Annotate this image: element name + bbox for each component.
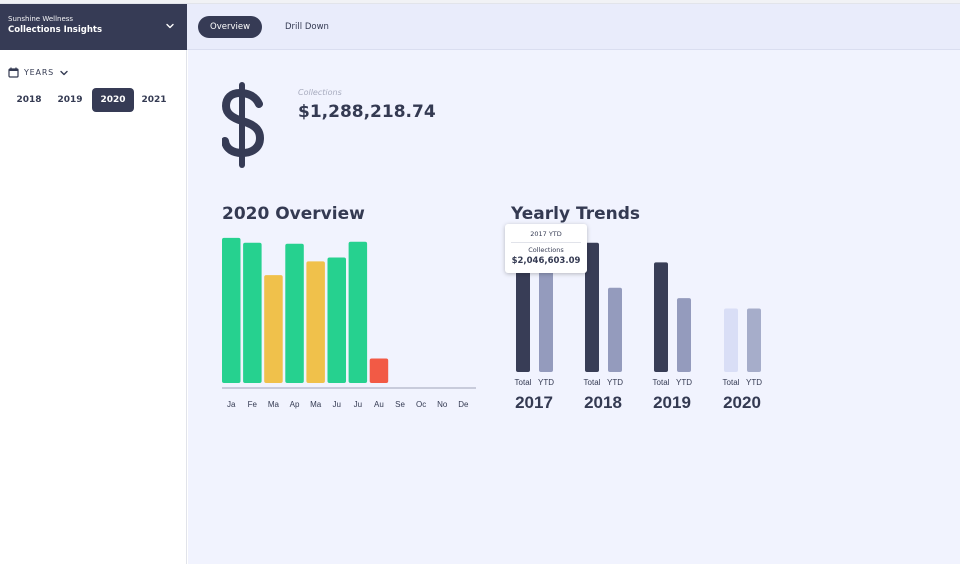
tooltip-title: 2017 YTD [530, 230, 562, 238]
years-filter-toggle[interactable]: YEARS [8, 67, 69, 78]
year-option-2021[interactable]: 2021 [141, 95, 167, 105]
ytd-bar-label: YTD [676, 378, 692, 387]
ytd-bar-label: YTD [746, 378, 762, 387]
org-app-switcher[interactable]: Sunshine Wellness Collections Insights [0, 4, 187, 50]
total-bar-label: Total [584, 378, 601, 387]
month-bar [306, 261, 325, 383]
years-filter-label: YEARS [24, 68, 55, 77]
charts-canvas: Ja Fe Ma Ap Ma Ju Ju Au Se Oc No De Total YTD 2017 Tota… [222, 235, 762, 412]
month-bar [369, 358, 389, 383]
ytd-bar-label: YTD [607, 378, 623, 387]
top-nav-bar: Overview Drill Down [187, 4, 960, 50]
ytd-bar [608, 287, 622, 372]
tooltip-divider [511, 242, 581, 243]
year-option-2018[interactable]: 2018 [16, 95, 42, 105]
chevron-down-icon [60, 70, 68, 75]
org-name: Sunshine Wellness [8, 15, 74, 23]
app-name: Collections Insights [8, 25, 103, 35]
year-tick-label: 2019 [653, 393, 691, 412]
month-tick-label: No [437, 400, 448, 409]
chevron-down-icon [166, 23, 174, 29]
month-tick-label: Ap [290, 400, 300, 409]
month-bar [348, 241, 368, 383]
month-tick-label: De [458, 400, 469, 409]
year-tick-label: 2017 [515, 393, 553, 412]
tooltip-label: Collections [528, 246, 564, 254]
month-tick-label: Se [395, 400, 405, 409]
total-bar-label: Total [723, 378, 740, 387]
total-bar [585, 242, 599, 372]
month-tick-label: Oc [416, 400, 426, 409]
tab-overview[interactable]: Overview [198, 16, 263, 38]
month-bar [285, 243, 304, 383]
dollar-sign-icon [222, 82, 265, 168]
ytd-bar [747, 308, 761, 372]
tooltip-value: $2,046,603.09 [511, 256, 581, 266]
month-bar [264, 275, 283, 383]
ytd-bar [539, 270, 553, 372]
month-bar [222, 237, 241, 383]
year-tick-label: 2018 [584, 393, 622, 412]
trends-title: Yearly Trends [511, 204, 640, 224]
total-bar-label: Total [515, 378, 532, 387]
kpi-label: Collections [298, 88, 342, 97]
sidebar: YEARS 2018 2019 2020 2021 [0, 50, 187, 564]
total-bar [654, 262, 668, 372]
month-tick-label: Ma [268, 400, 280, 409]
ytd-bar-label: YTD [538, 378, 554, 387]
window-top-strip [0, 0, 960, 4]
month-tick-label: Au [374, 400, 384, 409]
year-option-2020[interactable]: 2020 [92, 88, 134, 112]
main-content: Collections $1,288,218.74 2020 Overview … [188, 50, 960, 564]
total-bar-label: Total [653, 378, 670, 387]
year-option-2019[interactable]: 2019 [57, 95, 83, 105]
overview-title: 2020 Overview [222, 204, 365, 224]
month-tick-label: Fe [248, 400, 258, 409]
tab-drill-down[interactable]: Drill Down [285, 22, 329, 32]
month-bar [243, 242, 262, 383]
ytd-bar [677, 298, 691, 372]
total-bar [724, 308, 738, 372]
month-tick-label: Ja [227, 400, 236, 409]
kpi-value: $1,288,218.74 [298, 102, 436, 122]
month-bar [327, 257, 346, 383]
month-tick-label: Ma [310, 400, 322, 409]
calendar-icon [8, 67, 19, 78]
chart-tooltip: 2017 YTD Collections $2,046,603.09 [505, 224, 587, 273]
month-tick-label: Ju [354, 400, 362, 409]
year-tick-label: 2020 [723, 393, 761, 412]
month-tick-label: Ju [333, 400, 341, 409]
